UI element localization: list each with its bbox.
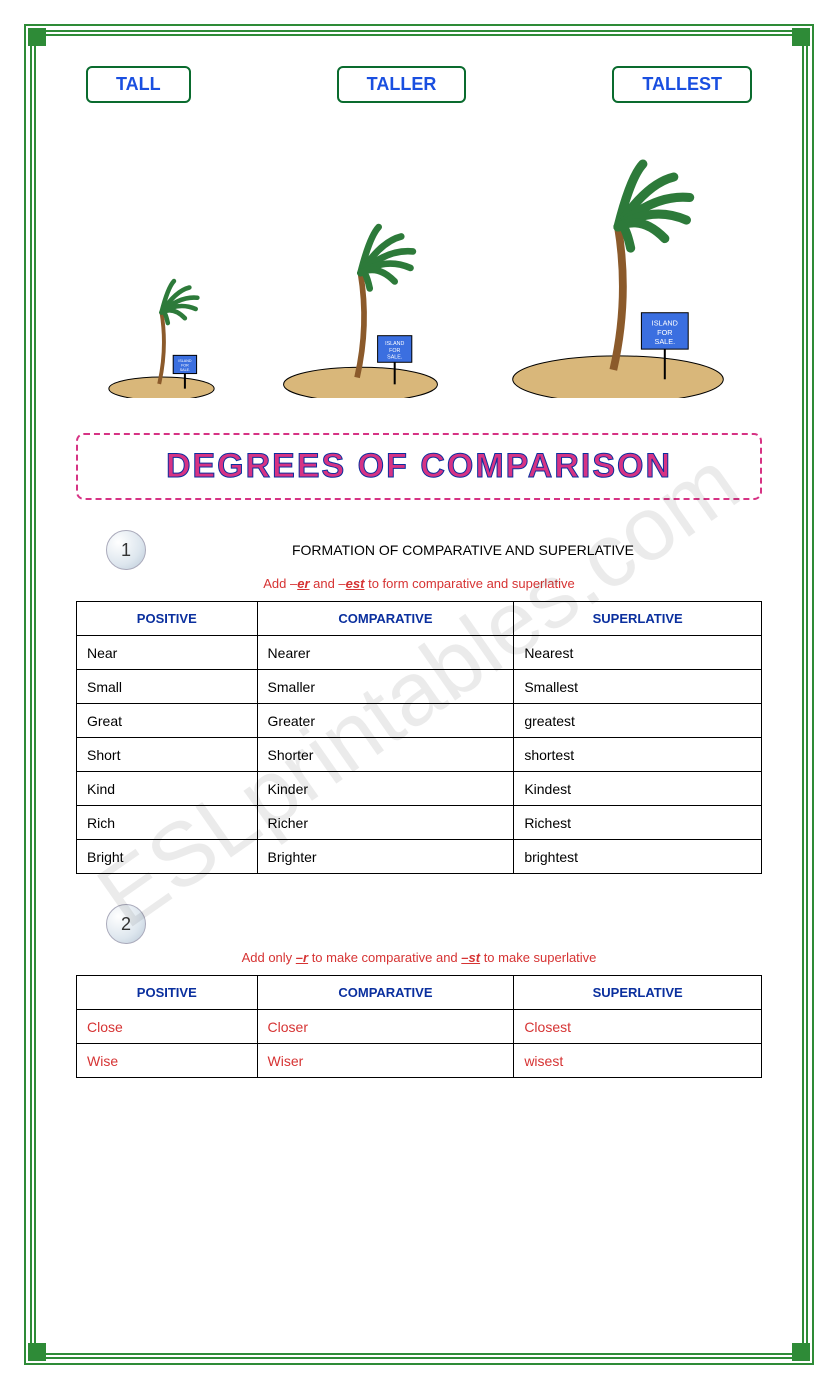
- table-row: KindKinderKindest: [77, 772, 762, 806]
- section-1-rule: Add –er and –est to form comparative and…: [76, 576, 762, 591]
- table-cell: Wiser: [257, 1044, 514, 1078]
- section-number-2: 2: [106, 904, 146, 944]
- rule-suffix-r: –r: [296, 950, 308, 965]
- table-cell: Kinder: [257, 772, 514, 806]
- table-row: RichRicherRichest: [77, 806, 762, 840]
- svg-text:SALE.: SALE.: [387, 354, 402, 360]
- table-row: NearNearerNearest: [77, 636, 762, 670]
- table-cell: Rich: [77, 806, 258, 840]
- table-cell: shortest: [514, 738, 762, 772]
- table-row: SmallSmallerSmallest: [77, 670, 762, 704]
- table-row: GreatGreatergreatest: [77, 704, 762, 738]
- table-cell: Closer: [257, 1010, 514, 1044]
- table-cell: Closest: [514, 1010, 762, 1044]
- rule-suffix-er: er: [297, 576, 309, 591]
- table-cell: Near: [77, 636, 258, 670]
- main-title-banner: DEGREES OF COMPARISON: [76, 433, 762, 500]
- svg-text:ISLAND: ISLAND: [385, 341, 404, 347]
- table-cell: Nearest: [514, 636, 762, 670]
- table-cell: greatest: [514, 704, 762, 738]
- table-row: ShortShortershortest: [77, 738, 762, 772]
- corner-deco: [28, 28, 46, 46]
- table-cell: Nearer: [257, 636, 514, 670]
- rule-text-part: to make superlative: [480, 950, 596, 965]
- table-cell: Short: [77, 738, 258, 772]
- th-superlative: SUPERLATIVE: [514, 602, 762, 636]
- svg-text:SALE.: SALE.: [180, 368, 190, 372]
- svg-text:ISLAND: ISLAND: [651, 319, 677, 328]
- table-cell: Greater: [257, 704, 514, 738]
- palm-large: ISLAND FOR SALE.: [501, 138, 735, 403]
- rule-text-part: to form comparative and superlative: [364, 576, 574, 591]
- table-section-2: POSITIVE COMPARATIVE SUPERLATIVE CloseCl…: [76, 975, 762, 1078]
- label-positive: TALL: [86, 66, 191, 103]
- th-superlative: SUPERLATIVE: [514, 976, 762, 1010]
- table-cell: wisest: [514, 1044, 762, 1078]
- section-number-1: 1: [106, 530, 146, 570]
- table-cell: Kindest: [514, 772, 762, 806]
- table-cell: Great: [77, 704, 258, 738]
- table-row: BrightBrighterbrightest: [77, 840, 762, 874]
- table-cell: Richer: [257, 806, 514, 840]
- rule-suffix-st: –st: [461, 950, 480, 965]
- corner-deco: [28, 1343, 46, 1361]
- table-cell: Brighter: [257, 840, 514, 874]
- rule-text-part: Add –: [263, 576, 297, 591]
- labels-row: TALL TALLER TALLEST: [76, 66, 762, 103]
- section-2-rule: Add only –r to make comparative and –st …: [76, 950, 762, 965]
- corner-deco: [792, 1343, 810, 1361]
- page-frame: TALL TALLER TALLEST ISLAND FOR SALE. ISL…: [30, 30, 808, 1359]
- section-1-subtitle: FORMATION OF COMPARATIVE AND SUPERLATIVE: [164, 542, 762, 558]
- label-comparative: TALLER: [337, 66, 467, 103]
- th-comparative: COMPARATIVE: [257, 976, 514, 1010]
- svg-text:FOR: FOR: [389, 348, 400, 354]
- svg-text:FOR: FOR: [181, 363, 189, 367]
- table-cell: Richest: [514, 806, 762, 840]
- corner-deco: [792, 28, 810, 46]
- palm-small: ISLAND FOR SALE.: [103, 268, 220, 403]
- th-comparative: COMPARATIVE: [257, 602, 514, 636]
- table-cell: Kind: [77, 772, 258, 806]
- table-header-row: POSITIVE COMPARATIVE SUPERLATIVE: [77, 602, 762, 636]
- th-positive: POSITIVE: [77, 976, 258, 1010]
- table-cell: Close: [77, 1010, 258, 1044]
- rule-text-part: to make comparative and: [308, 950, 461, 965]
- rule-suffix-est: est: [346, 576, 365, 591]
- section-1-head: 1 FORMATION OF COMPARATIVE AND SUPERLATI…: [106, 530, 762, 570]
- table-cell: Wise: [77, 1044, 258, 1078]
- table-cell: Small: [77, 670, 258, 704]
- main-title-text: DEGREES OF COMPARISON: [166, 447, 672, 485]
- palms-row: ISLAND FOR SALE. ISLAND FOR SALE. ISLAND…: [76, 123, 762, 403]
- table-cell: Bright: [77, 840, 258, 874]
- table-cell: Smallest: [514, 670, 762, 704]
- table-cell: Smaller: [257, 670, 514, 704]
- rule-text-part: and –: [310, 576, 346, 591]
- table-header-row: POSITIVE COMPARATIVE SUPERLATIVE: [77, 976, 762, 1010]
- table-section-1: POSITIVE COMPARATIVE SUPERLATIVE NearNea…: [76, 601, 762, 874]
- palm-medium: ISLAND FOR SALE.: [275, 208, 446, 403]
- table-cell: Shorter: [257, 738, 514, 772]
- svg-text:FOR: FOR: [657, 328, 672, 337]
- th-positive: POSITIVE: [77, 602, 258, 636]
- table-cell: brightest: [514, 840, 762, 874]
- label-superlative: TALLEST: [612, 66, 752, 103]
- section-2-head: 2: [106, 904, 762, 944]
- svg-text:ISLAND: ISLAND: [179, 359, 192, 363]
- svg-text:SALE.: SALE.: [654, 337, 675, 346]
- rule-text-part: Add only: [242, 950, 296, 965]
- table-row: CloseCloserClosest: [77, 1010, 762, 1044]
- table-row: WiseWiserwisest: [77, 1044, 762, 1078]
